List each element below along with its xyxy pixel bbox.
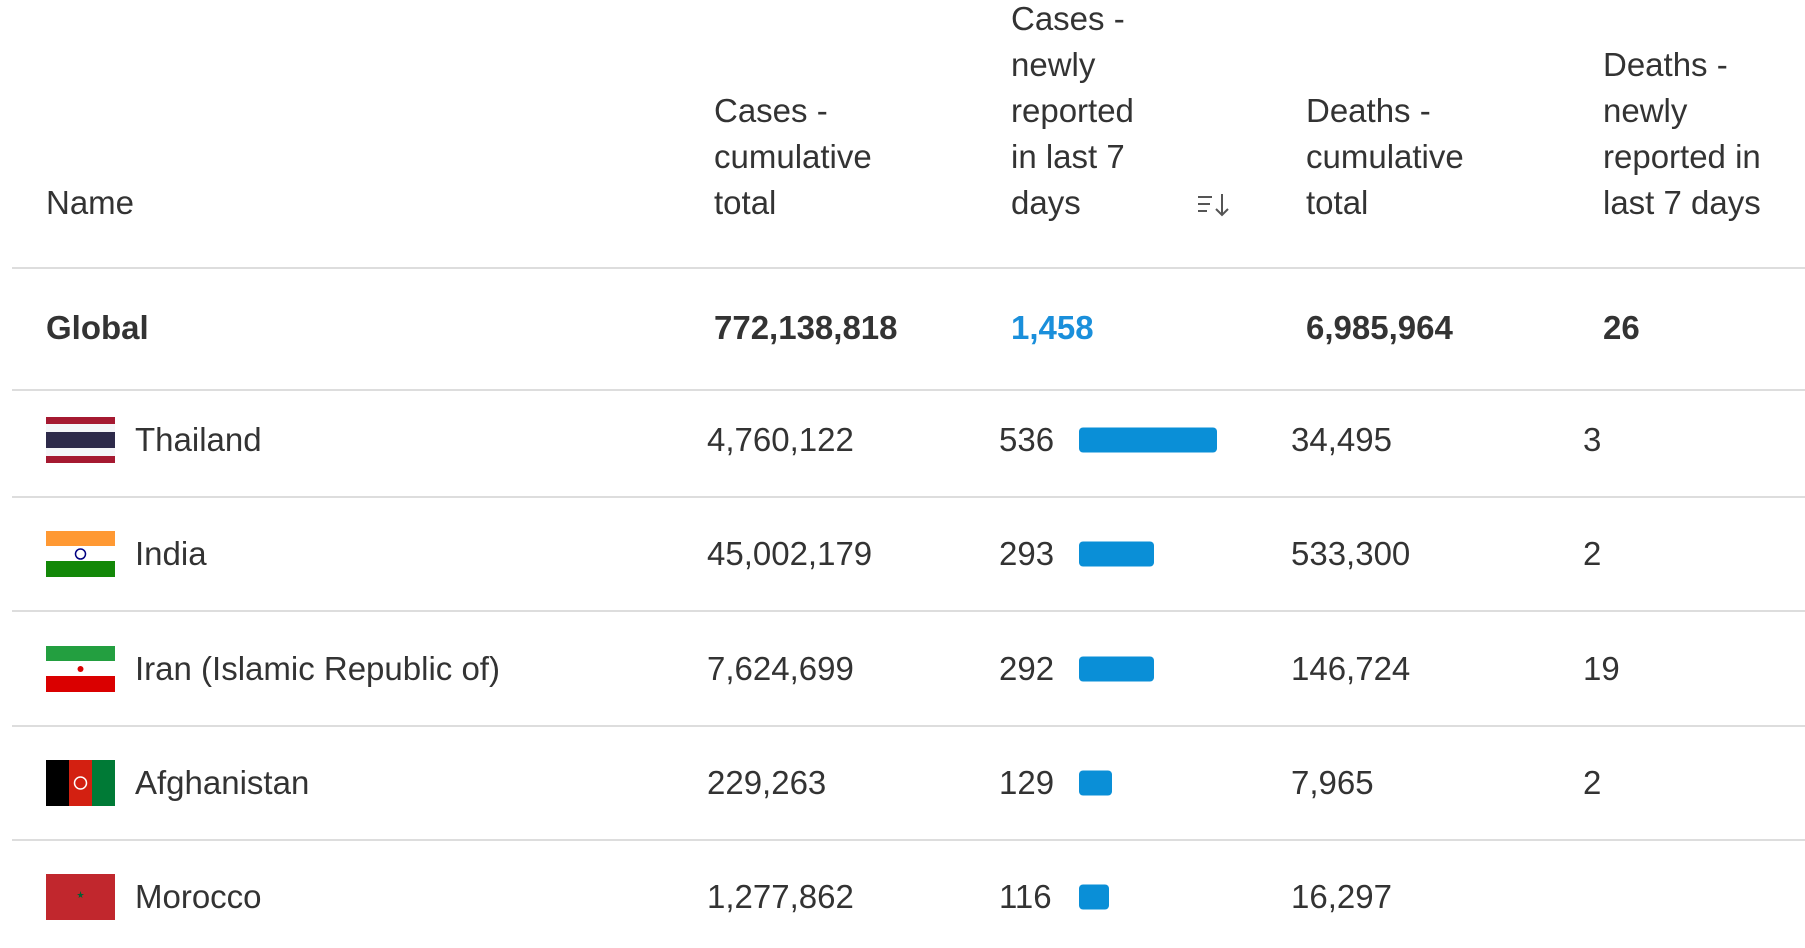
cases-new: 129 (999, 763, 1055, 801)
cases-new-bar (1079, 884, 1109, 910)
deaths-total: 16,297 (1291, 878, 1392, 916)
row-separator (12, 389, 1805, 391)
cases-total: 7,624,699 (707, 649, 854, 687)
deaths-total: 533,300 (1291, 535, 1411, 573)
cases-new: 116 (999, 878, 1052, 916)
cases-new-bar (1079, 541, 1155, 567)
cases-total: 229,263 (707, 763, 827, 801)
cases-new-bar (1079, 770, 1113, 796)
row-separator (12, 496, 1805, 498)
header-name[interactable]: Name (46, 184, 135, 221)
flag (46, 417, 115, 463)
flag-image (46, 645, 115, 692)
flag-image (46, 759, 115, 806)
country-name: Afghanistan (135, 763, 310, 801)
flag (46, 531, 115, 578)
row-separator (12, 610, 1805, 613)
header-deaths-new[interactable]: Deaths - newly reported in last 7 days (1603, 46, 1761, 221)
cases-new-bar (1079, 656, 1155, 682)
deaths-new: 2 (1583, 535, 1602, 573)
country-name: Iran (Islamic Republic of) (135, 649, 500, 687)
deaths-new: 3 (1583, 421, 1602, 458)
flag-image (46, 531, 115, 578)
header-cases-new[interactable]: Cases - newly reported in last 7 days (1011, 0, 1134, 221)
deaths-total: 146,724 (1291, 649, 1411, 687)
global-deaths-new: 26 (1603, 309, 1640, 346)
flag (46, 645, 115, 692)
global-name: Global (46, 309, 149, 346)
cases-new: 536 (999, 421, 1055, 458)
row-separator (12, 724, 1805, 727)
country-name: India (135, 535, 207, 573)
country-name: Thailand (135, 421, 262, 458)
cases-total: 45,002,179 (707, 535, 873, 573)
global-cases-total: 772,138,818 (714, 309, 898, 346)
deaths-total: 34,495 (1291, 421, 1392, 458)
header-separator (12, 267, 1805, 269)
cases-new: 293 (999, 535, 1055, 573)
cases-total: 1,277,862 (707, 878, 854, 916)
country-name: Morocco (135, 878, 262, 916)
header-deaths-total[interactable]: Deaths - cumulative total (1306, 92, 1464, 221)
deaths-new: 19 (1583, 649, 1620, 687)
cases-total: 4,760,122 (707, 421, 854, 458)
flag (46, 759, 115, 806)
deaths-total: 7,965 (1291, 763, 1374, 801)
flag-image (46, 417, 115, 463)
sort-icon[interactable] (1196, 192, 1236, 220)
global-cases-new: 1,458 (1011, 309, 1094, 346)
deaths-new: 2 (1583, 763, 1602, 801)
global-deaths-total: 6,985,964 (1306, 309, 1453, 346)
flag (46, 874, 115, 921)
flag-image (46, 874, 115, 921)
row-separator (12, 838, 1805, 841)
cases-new-bar (1079, 427, 1217, 453)
cases-new: 292 (999, 649, 1055, 687)
header-cases-total[interactable]: Cases - cumulative total (714, 92, 872, 221)
